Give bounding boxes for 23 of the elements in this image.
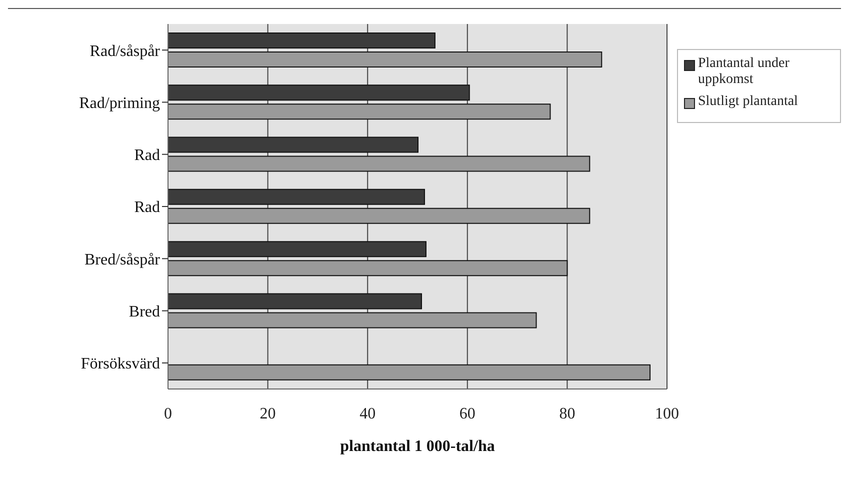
bar [168,208,590,224]
bar [168,52,602,68]
legend-label: Plantantal under uppkomst [698,56,790,88]
x-tick-label: 100 [655,405,679,422]
y-tick-label: Försöksvärd [80,356,160,373]
y-tick-label: Rad/priming [79,94,160,112]
bar [168,364,651,380]
y-tick-label: Bred [128,303,160,320]
bar [168,156,590,172]
x-tick-label: 60 [459,405,476,422]
bar [168,312,537,328]
y-tick-label: Rad [134,199,160,216]
x-tick-label: 0 [164,405,172,422]
x-tick-label: 20 [260,405,276,422]
legend-label: Slutligt plantantal [698,94,798,110]
y-tick-label: Bred/såspår [84,251,161,268]
x-tick-label: 40 [360,405,376,422]
x-tick-label: 80 [559,405,576,422]
y-tick-label: Rad/såspår [90,42,161,60]
bar [168,260,568,276]
x-axis-title: plantantal 1 000-tal/ha [340,438,495,455]
bar [168,104,551,120]
y-tick-label: Rad [134,147,160,164]
